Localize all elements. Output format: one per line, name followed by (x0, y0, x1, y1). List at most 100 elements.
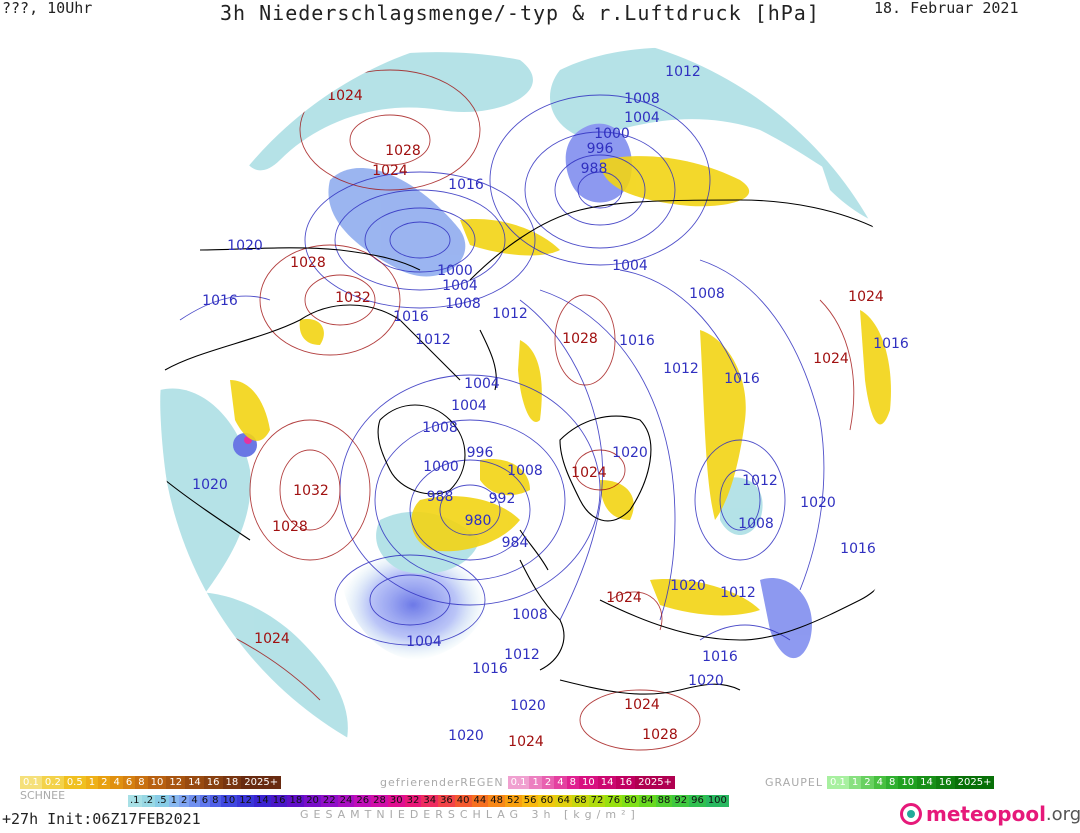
freezing-rain-legend-swatch: 16 (616, 776, 636, 789)
total-precip-legend-label: GESAMTNIEDERSCHLAG 3h [kg/m²] (300, 808, 640, 821)
pressure-label-high: 1024 (254, 631, 290, 647)
total-precip-swatch: 52 (505, 795, 522, 807)
logo-tld-text: .org (1045, 803, 1080, 825)
pressure-label-low: 1012 (665, 64, 701, 80)
total-precip-swatch: 60 (538, 795, 556, 807)
pressure-label-low: 1012 (504, 647, 540, 663)
snow-legend-swatch: 8 (135, 776, 148, 789)
snow-legend-swatch: 1 (85, 776, 99, 789)
pressure-label-low: 1000 (594, 126, 630, 142)
snow-legend-swatch: 0.1 (20, 776, 42, 789)
pressure-label-low: 1020 (818, 139, 854, 155)
pressure-label-low: 996 (587, 141, 614, 157)
total-precip-swatch: 8 (210, 795, 221, 807)
pressure-label-low: 1008 (624, 91, 660, 107)
graupel-legend-swatch: 10 (898, 776, 918, 789)
total-precip-swatch: 88 (655, 795, 673, 807)
freezing-rain-legend-swatch: 0.1 (507, 776, 530, 789)
total-precip-swatch: 26 (354, 795, 372, 807)
total-precip-swatch: 28 (371, 795, 388, 807)
total-precip-swatch: .5 (155, 795, 169, 807)
meteopool-logo-icon (900, 803, 922, 825)
graupel-legend-swatch: 2025+ (954, 776, 995, 789)
map-disc: 1024102810241016101210081004100099698810… (160, 30, 920, 788)
snow-legend-swatch: 4 (110, 776, 123, 789)
total-precip-swatch: 30 (387, 795, 405, 807)
total-precip-swatch: 72 (588, 795, 606, 807)
pressure-label-low: 1012 (492, 306, 528, 322)
total-precip-swatch: 92 (672, 795, 690, 807)
snow-legend-swatch: 16 (203, 776, 223, 789)
total-precip-swatch: 18 (287, 795, 305, 807)
pressure-label-high: 1024 (372, 163, 408, 179)
total-precip-swatch: 100 (705, 795, 729, 807)
pressure-label-high: 1028 (562, 331, 598, 347)
freezing-rain-legend-swatch: 14 (597, 776, 617, 789)
pressure-label-low: 1008 (422, 420, 458, 436)
pressure-label-high: 1032 (335, 290, 371, 306)
pressure-label-high: 1028 (642, 727, 678, 743)
total-precip-swatch: 34 (421, 795, 439, 807)
pressure-label-low: 1012 (742, 473, 778, 489)
pressure-label-low: 1008 (445, 296, 481, 312)
pressure-label-low: 1020 (688, 673, 724, 689)
pressure-label-low: 1012 (415, 332, 451, 348)
meteopool-logo[interactable]: meteopool .org (900, 802, 1080, 826)
graupel-legend-swatch: 16 (935, 776, 955, 789)
pressure-label-low: 1004 (406, 634, 442, 650)
pressure-label-low: 988 (581, 161, 608, 177)
polar-pressure-map: 1024102810241016101210081004100099698810… (160, 30, 920, 788)
freezing-rain-legend-swatch: 2 (541, 776, 555, 789)
pressure-label-low: 1012 (720, 585, 756, 601)
freezing-rain-legend-swatch: 8 (566, 776, 579, 789)
freezing-rain-legend-label: gefrierenderREGEN (380, 776, 504, 789)
isobars-high (199, 69, 855, 751)
total-precip-swatch: 40 (454, 795, 472, 807)
pressure-label-low: 996 (467, 445, 494, 461)
freezing-rain-legend-swatch: 2025+ (635, 776, 675, 789)
pressure-label-low: 1008 (512, 607, 548, 623)
snow-legend-swatch: 14 (185, 776, 204, 789)
pressure-label-high: 1028 (385, 143, 421, 159)
total-precip-swatch: 36 (438, 795, 455, 807)
freezing-rain-legend-swatch: 1 (529, 776, 542, 789)
map-title: 3h Niederschlagsmenge/-typ & r.Luftdruck… (220, 1, 820, 25)
snow-legend-swatch: 18 (222, 776, 242, 789)
snow-legend-swatch: 6 (122, 776, 136, 789)
total-precip-swatch: 16 (270, 795, 288, 807)
snow-legend-label: SCHNEE (20, 789, 66, 802)
pressure-label-low: 984 (502, 535, 529, 551)
pressure-label-low: 1020 (670, 578, 706, 594)
pressure-label-high: 1028 (272, 519, 308, 535)
logo-main-text: meteopool (926, 802, 1046, 826)
graupel-legend-swatch: 0.1 (827, 776, 849, 789)
total-precip-swatch: 76 (605, 795, 623, 807)
snow-legend-swatch: 10 (147, 776, 167, 789)
pressure-label-high: 1024 (606, 590, 642, 606)
total-precip-swatch: 56 (521, 795, 539, 807)
snow-legend-swatch: 12 (166, 776, 186, 789)
pressure-label-low: 1004 (612, 258, 648, 274)
total-precip-swatch: 2 (179, 795, 190, 807)
pressure-label-low: 1020 (800, 495, 836, 511)
pressure-label-low: 1008 (738, 516, 774, 532)
pressure-label-low: 1012 (663, 361, 699, 377)
graupel-legend-swatch: 2 (861, 776, 874, 789)
total-precip-swatch: 22 (320, 795, 338, 807)
pressure-labels: 1024102810241016101210081004100099698810… (192, 64, 909, 750)
total-precip-swatch: 32 (404, 795, 422, 807)
pressure-label-low: 988 (427, 489, 454, 505)
total-precip-swatch: 14 (253, 795, 271, 807)
total-precip-swatch: .2 (141, 795, 156, 807)
forecast-hour-label: ???, 10Uhr (2, 0, 93, 17)
pressure-label-low: 1016 (792, 98, 828, 114)
total-precip-swatch: 24 (337, 795, 355, 807)
pressure-label-high: 1024 (813, 351, 849, 367)
pressure-label-low: 1000 (437, 263, 473, 279)
pressure-label-low: 1016 (393, 309, 429, 325)
total-precip-swatch: 10 (220, 795, 238, 807)
pressure-label-low: 1016 (840, 541, 876, 557)
total-precip-legend: .1.2.5 1 2 4 6 8 10 12 14 16 18 20 22 24 26 28 30 32 34 36 4… (128, 795, 729, 807)
pressure-label-low: 992 (489, 491, 516, 507)
pressure-label-low: 980 (465, 513, 492, 529)
